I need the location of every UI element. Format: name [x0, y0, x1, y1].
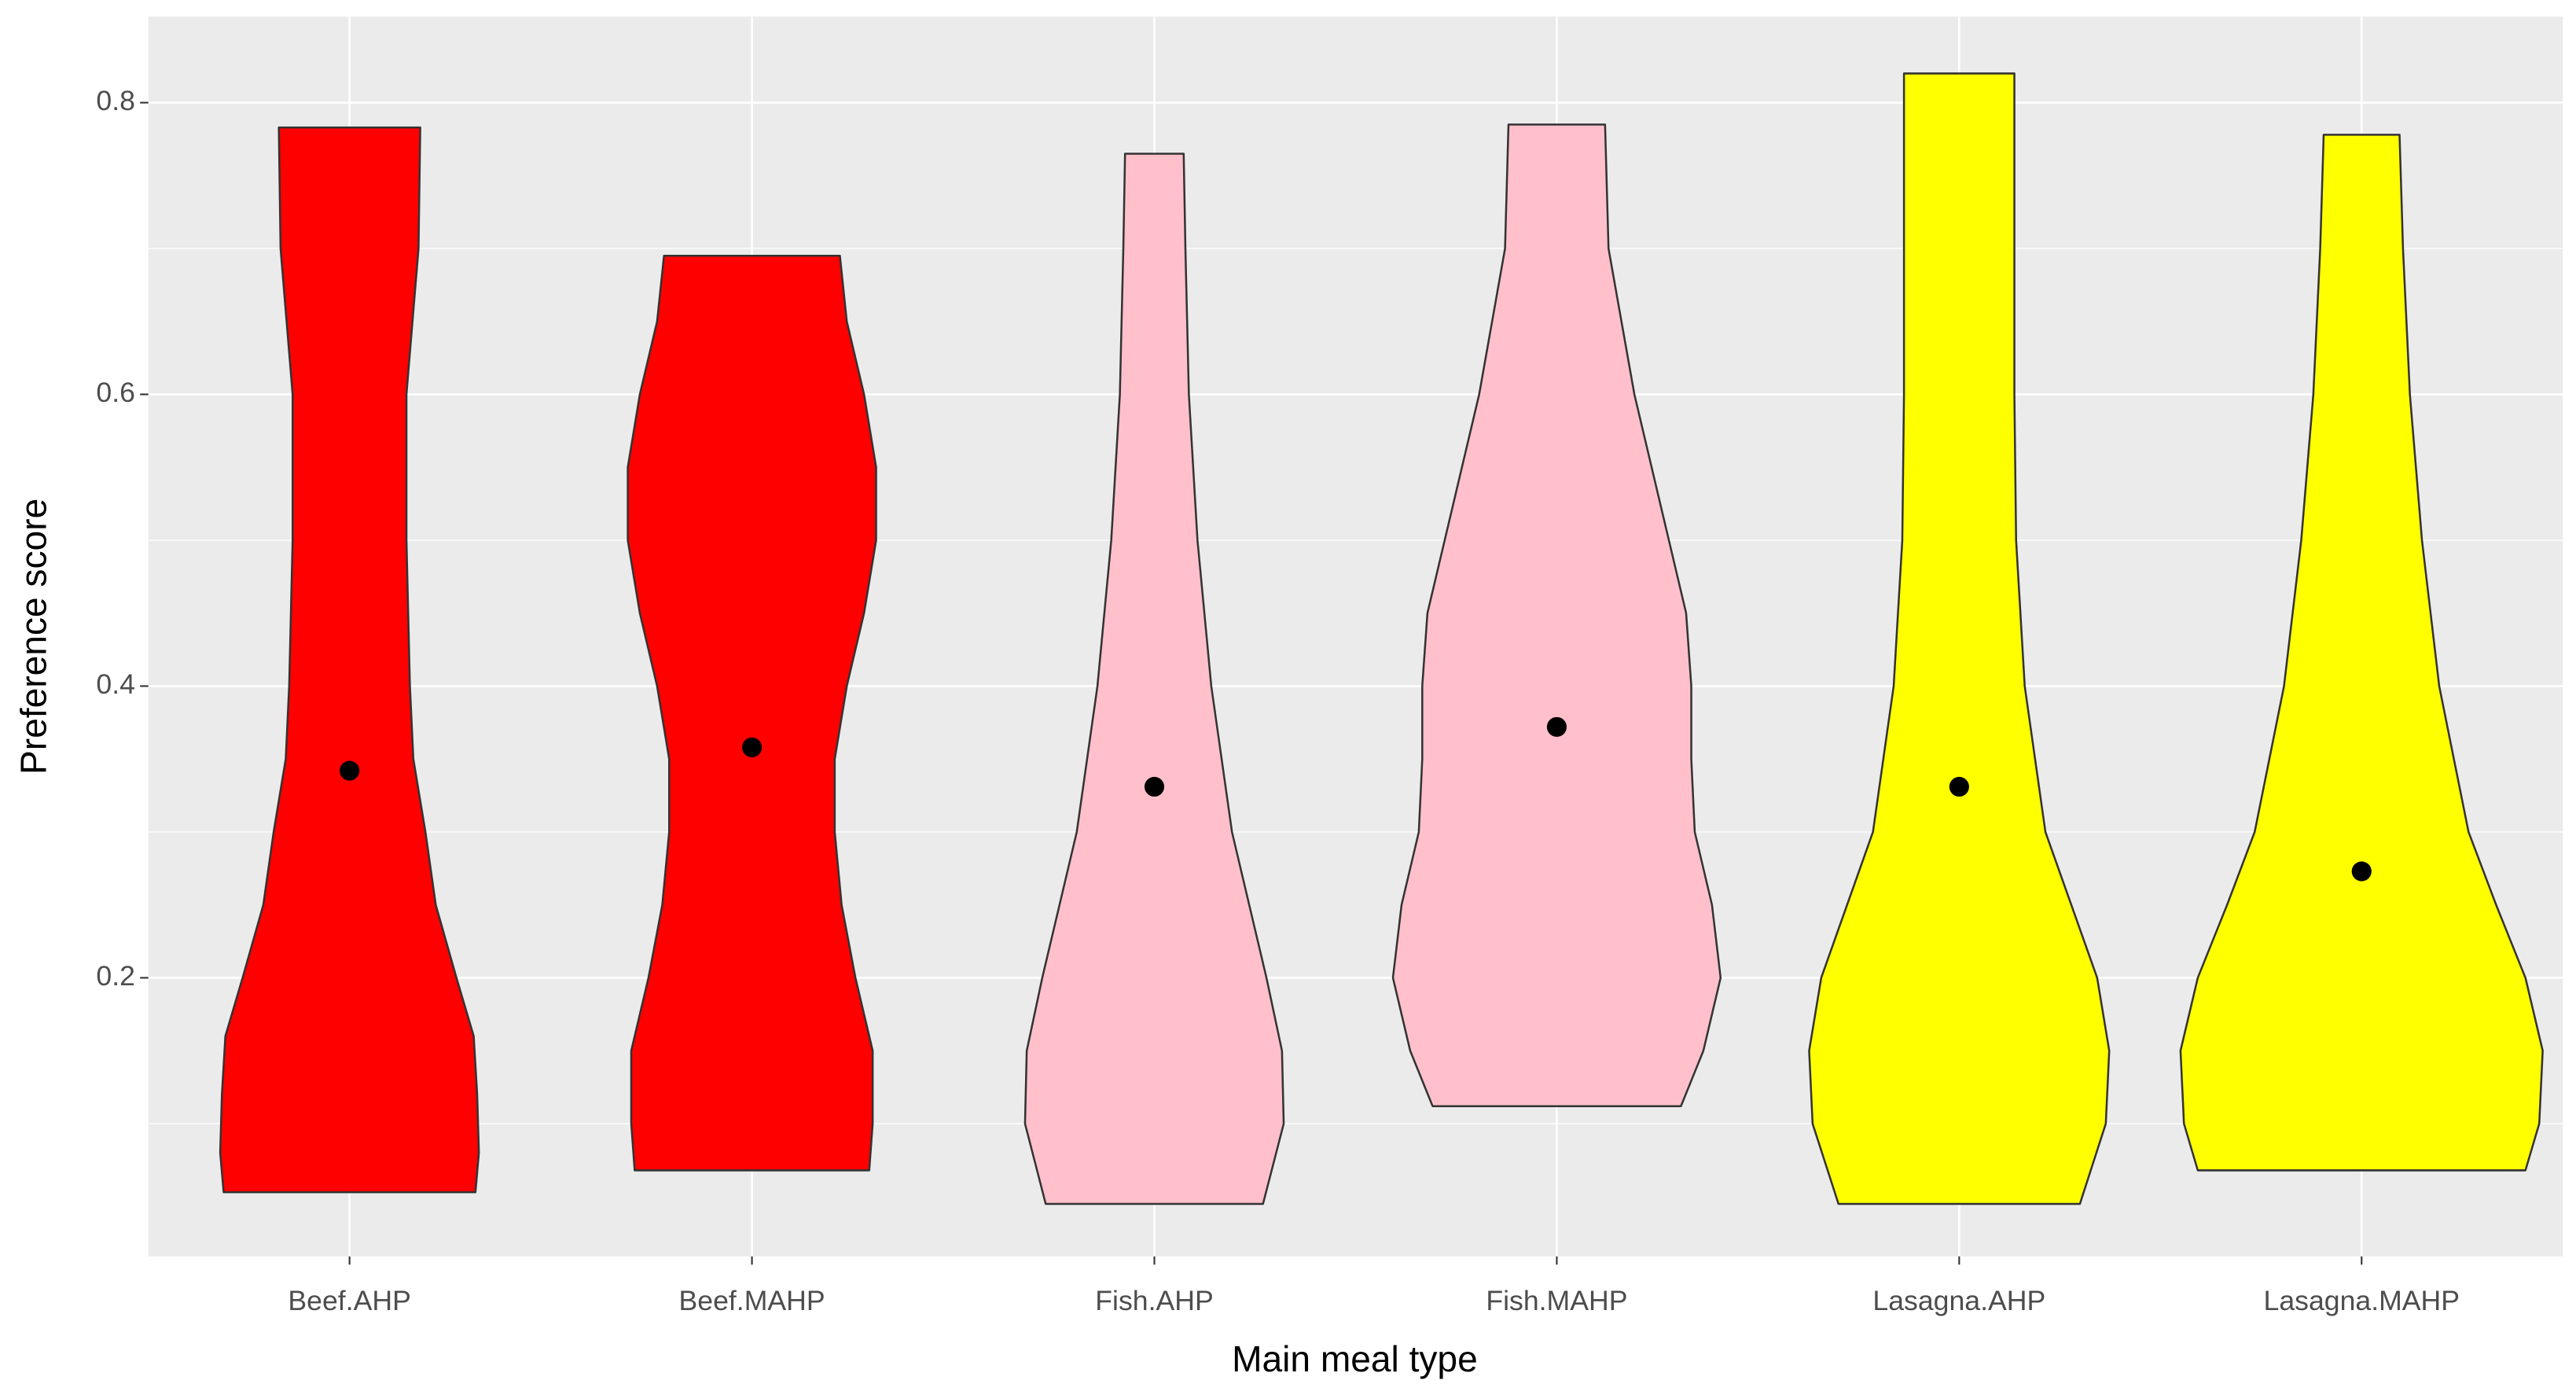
violin — [219, 126, 480, 1194]
mean-point — [1144, 776, 1165, 797]
violin — [627, 255, 877, 1172]
violin — [1023, 153, 1285, 1205]
x-tick-label: Beef.MAHP — [679, 1285, 825, 1316]
y-tick-label: 0.4 — [96, 668, 135, 700]
violin — [1391, 123, 1722, 1107]
mean-point — [340, 760, 360, 781]
y-tick-label: 0.8 — [96, 85, 135, 116]
x-tick-label: Lasagna.AHP — [1872, 1285, 2045, 1316]
x-tick-label: Beef.AHP — [288, 1285, 410, 1316]
x-tick-label: Lasagna.MAHP — [2264, 1285, 2460, 1316]
panel — [148, 17, 2563, 1257]
x-tick-label: Fish.AHP — [1095, 1285, 1213, 1316]
y-tick-label: 0.6 — [96, 377, 135, 408]
mean-point — [1949, 776, 1969, 797]
y-tick-label: 0.2 — [96, 960, 135, 992]
mean-point — [741, 737, 763, 757]
mean-point — [2351, 861, 2372, 882]
violin — [1808, 72, 2111, 1205]
x-tick-label: Fish.MAHP — [1486, 1285, 1627, 1316]
x-axis-title: Main meal type — [1232, 1338, 1478, 1379]
violin — [2179, 134, 2544, 1172]
y-axis-title: Preference score — [13, 499, 53, 775]
mean-point — [1546, 716, 1567, 738]
marks — [219, 72, 2544, 1205]
